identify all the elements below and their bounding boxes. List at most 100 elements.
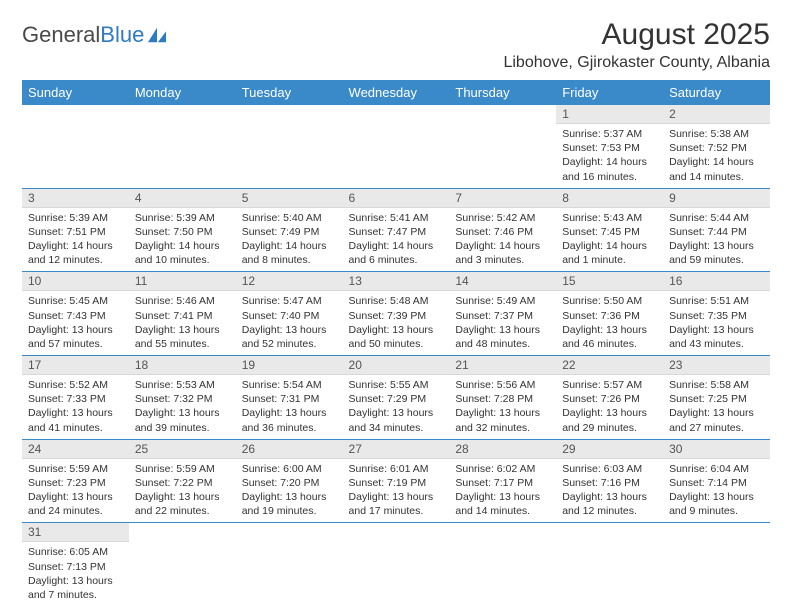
month-title: August 2025 bbox=[503, 18, 770, 52]
day-data: Sunrise: 6:01 AMSunset: 7:19 PMDaylight:… bbox=[343, 459, 450, 523]
day-number: 25 bbox=[129, 440, 236, 459]
day-header: Thursday bbox=[449, 80, 556, 105]
day-number: 24 bbox=[22, 440, 129, 459]
day-number: 18 bbox=[129, 356, 236, 375]
day-number: 29 bbox=[556, 440, 663, 459]
day-data: Sunrise: 5:50 AMSunset: 7:36 PMDaylight:… bbox=[556, 291, 663, 355]
day-data: Sunrise: 5:55 AMSunset: 7:29 PMDaylight:… bbox=[343, 375, 450, 439]
day-data: Sunrise: 5:37 AMSunset: 7:53 PMDaylight:… bbox=[556, 124, 663, 188]
day-data: Sunrise: 5:38 AMSunset: 7:52 PMDaylight:… bbox=[663, 124, 770, 188]
day-data: Sunrise: 5:43 AMSunset: 7:45 PMDaylight:… bbox=[556, 208, 663, 272]
calendar-cell: 6Sunrise: 5:41 AMSunset: 7:47 PMDaylight… bbox=[343, 188, 450, 272]
calendar-cell: 28Sunrise: 6:02 AMSunset: 7:17 PMDayligh… bbox=[449, 439, 556, 523]
calendar-cell bbox=[556, 523, 663, 606]
day-data: Sunrise: 5:54 AMSunset: 7:31 PMDaylight:… bbox=[236, 375, 343, 439]
day-number: 8 bbox=[556, 189, 663, 208]
day-number: 6 bbox=[343, 189, 450, 208]
day-data: Sunrise: 5:51 AMSunset: 7:35 PMDaylight:… bbox=[663, 291, 770, 355]
day-data: Sunrise: 5:53 AMSunset: 7:32 PMDaylight:… bbox=[129, 375, 236, 439]
day-data: Sunrise: 5:59 AMSunset: 7:23 PMDaylight:… bbox=[22, 459, 129, 523]
logo-word-1: General bbox=[22, 22, 100, 47]
day-data: Sunrise: 6:00 AMSunset: 7:20 PMDaylight:… bbox=[236, 459, 343, 523]
day-header: Sunday bbox=[22, 80, 129, 105]
day-number: 7 bbox=[449, 189, 556, 208]
calendar-cell: 18Sunrise: 5:53 AMSunset: 7:32 PMDayligh… bbox=[129, 356, 236, 440]
calendar-cell: 11Sunrise: 5:46 AMSunset: 7:41 PMDayligh… bbox=[129, 272, 236, 356]
calendar-cell bbox=[343, 105, 450, 188]
day-number: 28 bbox=[449, 440, 556, 459]
day-number: 10 bbox=[22, 272, 129, 291]
calendar-cell: 12Sunrise: 5:47 AMSunset: 7:40 PMDayligh… bbox=[236, 272, 343, 356]
day-header: Wednesday bbox=[343, 80, 450, 105]
calendar-cell bbox=[236, 523, 343, 606]
calendar-cell: 27Sunrise: 6:01 AMSunset: 7:19 PMDayligh… bbox=[343, 439, 450, 523]
calendar-cell: 29Sunrise: 6:03 AMSunset: 7:16 PMDayligh… bbox=[556, 439, 663, 523]
day-data: Sunrise: 5:46 AMSunset: 7:41 PMDaylight:… bbox=[129, 291, 236, 355]
day-number: 23 bbox=[663, 356, 770, 375]
day-data: Sunrise: 5:58 AMSunset: 7:25 PMDaylight:… bbox=[663, 375, 770, 439]
calendar-cell: 1Sunrise: 5:37 AMSunset: 7:53 PMDaylight… bbox=[556, 105, 663, 188]
day-data: Sunrise: 5:49 AMSunset: 7:37 PMDaylight:… bbox=[449, 291, 556, 355]
location: Libohove, Gjirokaster County, Albania bbox=[503, 54, 770, 72]
calendar-row: 24Sunrise: 5:59 AMSunset: 7:23 PMDayligh… bbox=[22, 439, 770, 523]
day-data: Sunrise: 5:42 AMSunset: 7:46 PMDaylight:… bbox=[449, 208, 556, 272]
day-number: 3 bbox=[22, 189, 129, 208]
logo-word-2: Blue bbox=[100, 22, 144, 47]
calendar-cell: 25Sunrise: 5:59 AMSunset: 7:22 PMDayligh… bbox=[129, 439, 236, 523]
calendar-cell: 17Sunrise: 5:52 AMSunset: 7:33 PMDayligh… bbox=[22, 356, 129, 440]
day-number: 12 bbox=[236, 272, 343, 291]
day-data: Sunrise: 5:44 AMSunset: 7:44 PMDaylight:… bbox=[663, 208, 770, 272]
day-number: 30 bbox=[663, 440, 770, 459]
calendar-cell: 5Sunrise: 5:40 AMSunset: 7:49 PMDaylight… bbox=[236, 188, 343, 272]
calendar-cell: 7Sunrise: 5:42 AMSunset: 7:46 PMDaylight… bbox=[449, 188, 556, 272]
calendar-cell: 13Sunrise: 5:48 AMSunset: 7:39 PMDayligh… bbox=[343, 272, 450, 356]
day-data: Sunrise: 5:59 AMSunset: 7:22 PMDaylight:… bbox=[129, 459, 236, 523]
day-data: Sunrise: 6:04 AMSunset: 7:14 PMDaylight:… bbox=[663, 459, 770, 523]
day-number: 15 bbox=[556, 272, 663, 291]
calendar-row: 10Sunrise: 5:45 AMSunset: 7:43 PMDayligh… bbox=[22, 272, 770, 356]
calendar-cell: 19Sunrise: 5:54 AMSunset: 7:31 PMDayligh… bbox=[236, 356, 343, 440]
day-data: Sunrise: 5:52 AMSunset: 7:33 PMDaylight:… bbox=[22, 375, 129, 439]
day-number: 1 bbox=[556, 105, 663, 124]
day-number: 20 bbox=[343, 356, 450, 375]
day-number: 19 bbox=[236, 356, 343, 375]
calendar-cell: 14Sunrise: 5:49 AMSunset: 7:37 PMDayligh… bbox=[449, 272, 556, 356]
calendar-cell: 26Sunrise: 6:00 AMSunset: 7:20 PMDayligh… bbox=[236, 439, 343, 523]
day-data: Sunrise: 5:39 AMSunset: 7:51 PMDaylight:… bbox=[22, 208, 129, 272]
calendar-cell: 2Sunrise: 5:38 AMSunset: 7:52 PMDaylight… bbox=[663, 105, 770, 188]
day-header: Saturday bbox=[663, 80, 770, 105]
day-number: 13 bbox=[343, 272, 450, 291]
calendar-cell: 8Sunrise: 5:43 AMSunset: 7:45 PMDaylight… bbox=[556, 188, 663, 272]
calendar-cell bbox=[449, 523, 556, 606]
calendar-cell bbox=[663, 523, 770, 606]
calendar-cell: 4Sunrise: 5:39 AMSunset: 7:50 PMDaylight… bbox=[129, 188, 236, 272]
calendar-row: 31Sunrise: 6:05 AMSunset: 7:13 PMDayligh… bbox=[22, 523, 770, 606]
calendar-cell: 10Sunrise: 5:45 AMSunset: 7:43 PMDayligh… bbox=[22, 272, 129, 356]
day-header: Tuesday bbox=[236, 80, 343, 105]
calendar-cell bbox=[449, 105, 556, 188]
calendar-cell bbox=[343, 523, 450, 606]
calendar-cell: 21Sunrise: 5:56 AMSunset: 7:28 PMDayligh… bbox=[449, 356, 556, 440]
day-number: 9 bbox=[663, 189, 770, 208]
calendar-row: 3Sunrise: 5:39 AMSunset: 7:51 PMDaylight… bbox=[22, 188, 770, 272]
calendar-body: 1Sunrise: 5:37 AMSunset: 7:53 PMDaylight… bbox=[22, 105, 770, 606]
day-number: 17 bbox=[22, 356, 129, 375]
calendar-cell: 23Sunrise: 5:58 AMSunset: 7:25 PMDayligh… bbox=[663, 356, 770, 440]
day-data: Sunrise: 5:40 AMSunset: 7:49 PMDaylight:… bbox=[236, 208, 343, 272]
calendar-cell: 15Sunrise: 5:50 AMSunset: 7:36 PMDayligh… bbox=[556, 272, 663, 356]
day-data: Sunrise: 5:39 AMSunset: 7:50 PMDaylight:… bbox=[129, 208, 236, 272]
day-number: 31 bbox=[22, 523, 129, 542]
calendar-head: SundayMondayTuesdayWednesdayThursdayFrid… bbox=[22, 80, 770, 105]
calendar-cell: 22Sunrise: 5:57 AMSunset: 7:26 PMDayligh… bbox=[556, 356, 663, 440]
day-number: 11 bbox=[129, 272, 236, 291]
header: GeneralBlue August 2025 Libohove, Gjirok… bbox=[22, 18, 770, 72]
day-data: Sunrise: 6:05 AMSunset: 7:13 PMDaylight:… bbox=[22, 542, 129, 606]
logo: GeneralBlue bbox=[22, 22, 168, 48]
day-number: 26 bbox=[236, 440, 343, 459]
calendar-cell: 31Sunrise: 6:05 AMSunset: 7:13 PMDayligh… bbox=[22, 523, 129, 606]
calendar-table: SundayMondayTuesdayWednesdayThursdayFrid… bbox=[22, 80, 770, 606]
day-number: 5 bbox=[236, 189, 343, 208]
calendar-cell: 20Sunrise: 5:55 AMSunset: 7:29 PMDayligh… bbox=[343, 356, 450, 440]
calendar-cell: 9Sunrise: 5:44 AMSunset: 7:44 PMDaylight… bbox=[663, 188, 770, 272]
calendar-cell bbox=[22, 105, 129, 188]
